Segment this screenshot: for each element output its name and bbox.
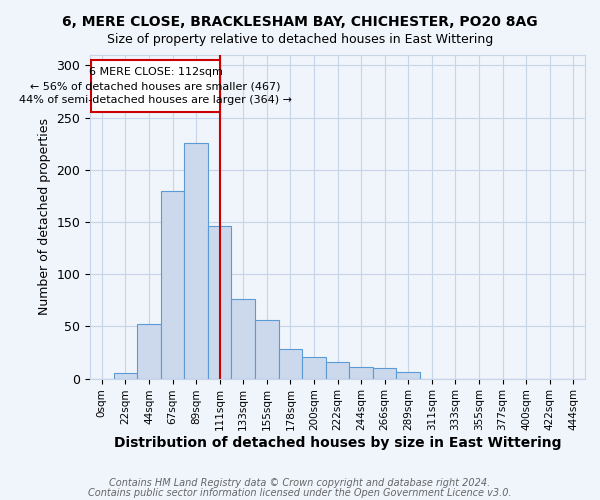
Text: Size of property relative to detached houses in East Wittering: Size of property relative to detached ho… [107,32,493,46]
X-axis label: Distribution of detached houses by size in East Wittering: Distribution of detached houses by size … [114,436,561,450]
Bar [255,320,278,378]
Bar [278,350,302,378]
Text: 6, MERE CLOSE, BRACKLESHAM BAY, CHICHESTER, PO20 8AG: 6, MERE CLOSE, BRACKLESHAM BAY, CHICHEST… [62,15,538,29]
Bar [184,142,208,378]
Bar [302,356,326,378]
Y-axis label: Number of detached properties: Number of detached properties [38,118,51,316]
Text: Contains public sector information licensed under the Open Government Licence v3: Contains public sector information licen… [88,488,512,498]
Text: Contains HM Land Registry data © Crown copyright and database right 2024.: Contains HM Land Registry data © Crown c… [109,478,491,488]
Bar [137,324,161,378]
Bar [349,367,373,378]
Bar [208,226,232,378]
Text: 6 MERE CLOSE: 112sqm
← 56% of detached houses are smaller (467)
44% of semi-deta: 6 MERE CLOSE: 112sqm ← 56% of detached h… [19,68,292,106]
Bar [326,362,349,378]
Bar [232,300,255,378]
Bar [113,374,137,378]
Bar [161,190,184,378]
FancyBboxPatch shape [91,60,220,112]
Bar [373,368,397,378]
Bar [397,372,420,378]
